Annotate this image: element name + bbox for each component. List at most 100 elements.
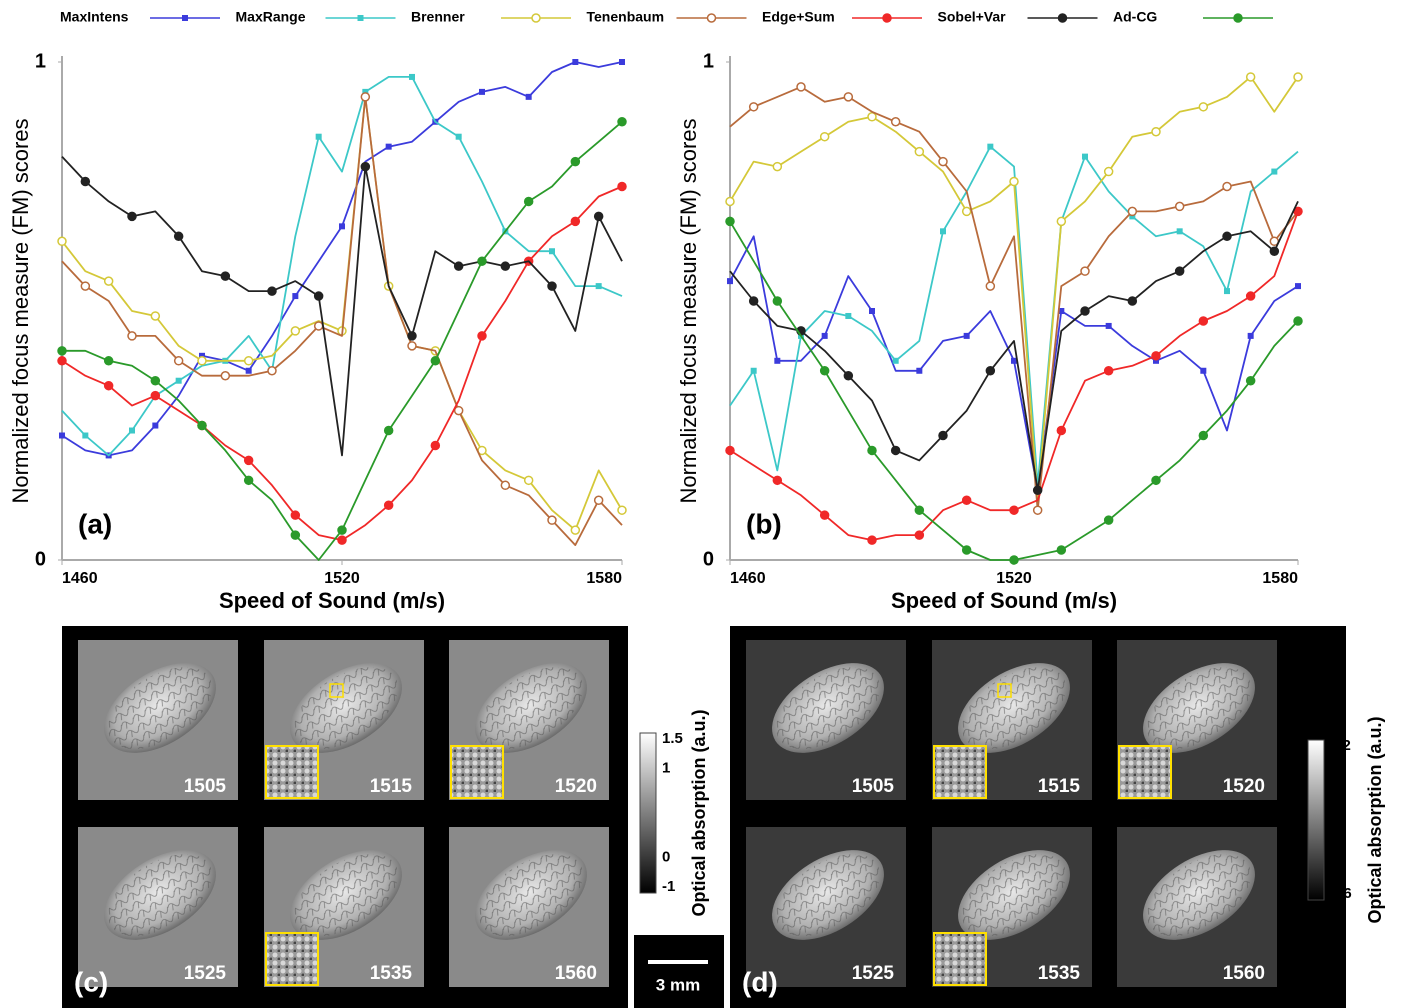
marker: [1174, 201, 1185, 212]
specimen: [1143, 850, 1255, 940]
legend-label: Tenenbaum: [587, 9, 665, 25]
marker: [914, 505, 925, 515]
marker: [890, 117, 901, 127]
marker: [1080, 266, 1090, 276]
specimen: [772, 663, 884, 753]
marker: [914, 146, 925, 157]
x-axis-label: Speed of Sound (m/s): [891, 588, 1117, 613]
marker: [477, 256, 487, 266]
colorbar-title: Optical absorption (a.u.): [689, 709, 709, 916]
marker: [1200, 367, 1207, 374]
legend-marker: [1057, 13, 1068, 23]
marker: [173, 356, 184, 366]
specimen: [1143, 663, 1255, 753]
tile-label: 1515: [1038, 776, 1081, 797]
marker: [220, 370, 231, 381]
marker: [523, 475, 534, 486]
marker: [1129, 213, 1136, 220]
scale-bar-background: [634, 935, 724, 1008]
y-axis-label: Normalized focus measure (FM) scores: [676, 118, 701, 503]
series-line: [729, 211, 1299, 541]
specimen: [290, 850, 402, 940]
specimen-texture: [293, 853, 399, 937]
colorbar-tick-label: -1: [662, 878, 675, 895]
marker: [80, 281, 91, 291]
marker: [914, 530, 925, 540]
marker: [892, 357, 899, 364]
legend-label: Edge+Sum: [762, 9, 835, 25]
marker: [129, 427, 135, 434]
marker: [1082, 153, 1088, 160]
marker: [173, 231, 184, 242]
specimen-texture: [775, 666, 881, 750]
marker: [1198, 102, 1209, 112]
marker: [963, 332, 970, 339]
marker: [500, 480, 511, 491]
marker: [57, 236, 67, 247]
specimen-texture: [478, 853, 584, 937]
x-axis-label: Speed of Sound (m/s): [219, 588, 445, 613]
marker: [360, 92, 371, 102]
marker: [1198, 316, 1209, 326]
legend-marker: [182, 15, 188, 21]
marker: [337, 525, 347, 535]
marker: [385, 143, 392, 150]
marker: [570, 525, 581, 535]
marker: [547, 281, 557, 291]
marker: [453, 261, 464, 271]
marker: [549, 248, 555, 255]
marker: [617, 181, 627, 192]
tile-label: 1560: [555, 963, 597, 984]
marker: [477, 331, 487, 341]
marker: [772, 161, 783, 172]
marker: [987, 143, 994, 150]
series-line: [61, 155, 623, 457]
specimen-texture: [1146, 666, 1252, 750]
marker: [595, 283, 602, 290]
inset: [1118, 745, 1172, 799]
marker: [245, 367, 252, 374]
series-line: [61, 185, 623, 541]
panel-label: (c): [74, 966, 108, 997]
marker: [267, 286, 277, 296]
inset: [450, 745, 504, 799]
marker: [80, 176, 91, 187]
marker: [617, 117, 627, 127]
tile-label: 1515: [370, 776, 413, 797]
marker: [362, 88, 369, 95]
colorbar-tick-label: 0: [662, 849, 670, 866]
marker: [1080, 306, 1090, 316]
marker: [867, 535, 877, 545]
marker: [430, 356, 441, 366]
marker: [1151, 126, 1161, 137]
marker: [593, 211, 604, 222]
inset: [933, 932, 987, 986]
series-line: [61, 96, 623, 531]
zoom-box: [997, 683, 1012, 698]
marker: [290, 530, 301, 540]
tile-label: 1505: [184, 776, 227, 797]
marker: [748, 102, 759, 112]
marker: [1058, 308, 1065, 314]
x-tick-label: 1460: [730, 570, 766, 587]
specimen: [772, 850, 884, 940]
marker: [1269, 246, 1280, 256]
marker: [547, 515, 557, 525]
marker: [985, 281, 996, 291]
tile-label: 1535: [1038, 963, 1081, 984]
marker: [1009, 505, 1019, 515]
specimen-texture: [1146, 853, 1252, 937]
marker: [1151, 351, 1161, 361]
marker: [1105, 322, 1112, 329]
marker: [1009, 555, 1019, 565]
marker: [772, 296, 783, 306]
marker: [772, 475, 783, 486]
marker: [1127, 206, 1138, 217]
tile-label: 1520: [1223, 776, 1265, 797]
marker: [197, 420, 207, 431]
marker: [455, 133, 462, 140]
marker: [940, 228, 946, 235]
marker: [197, 356, 207, 366]
marker: [1103, 515, 1114, 525]
marker: [290, 326, 301, 336]
